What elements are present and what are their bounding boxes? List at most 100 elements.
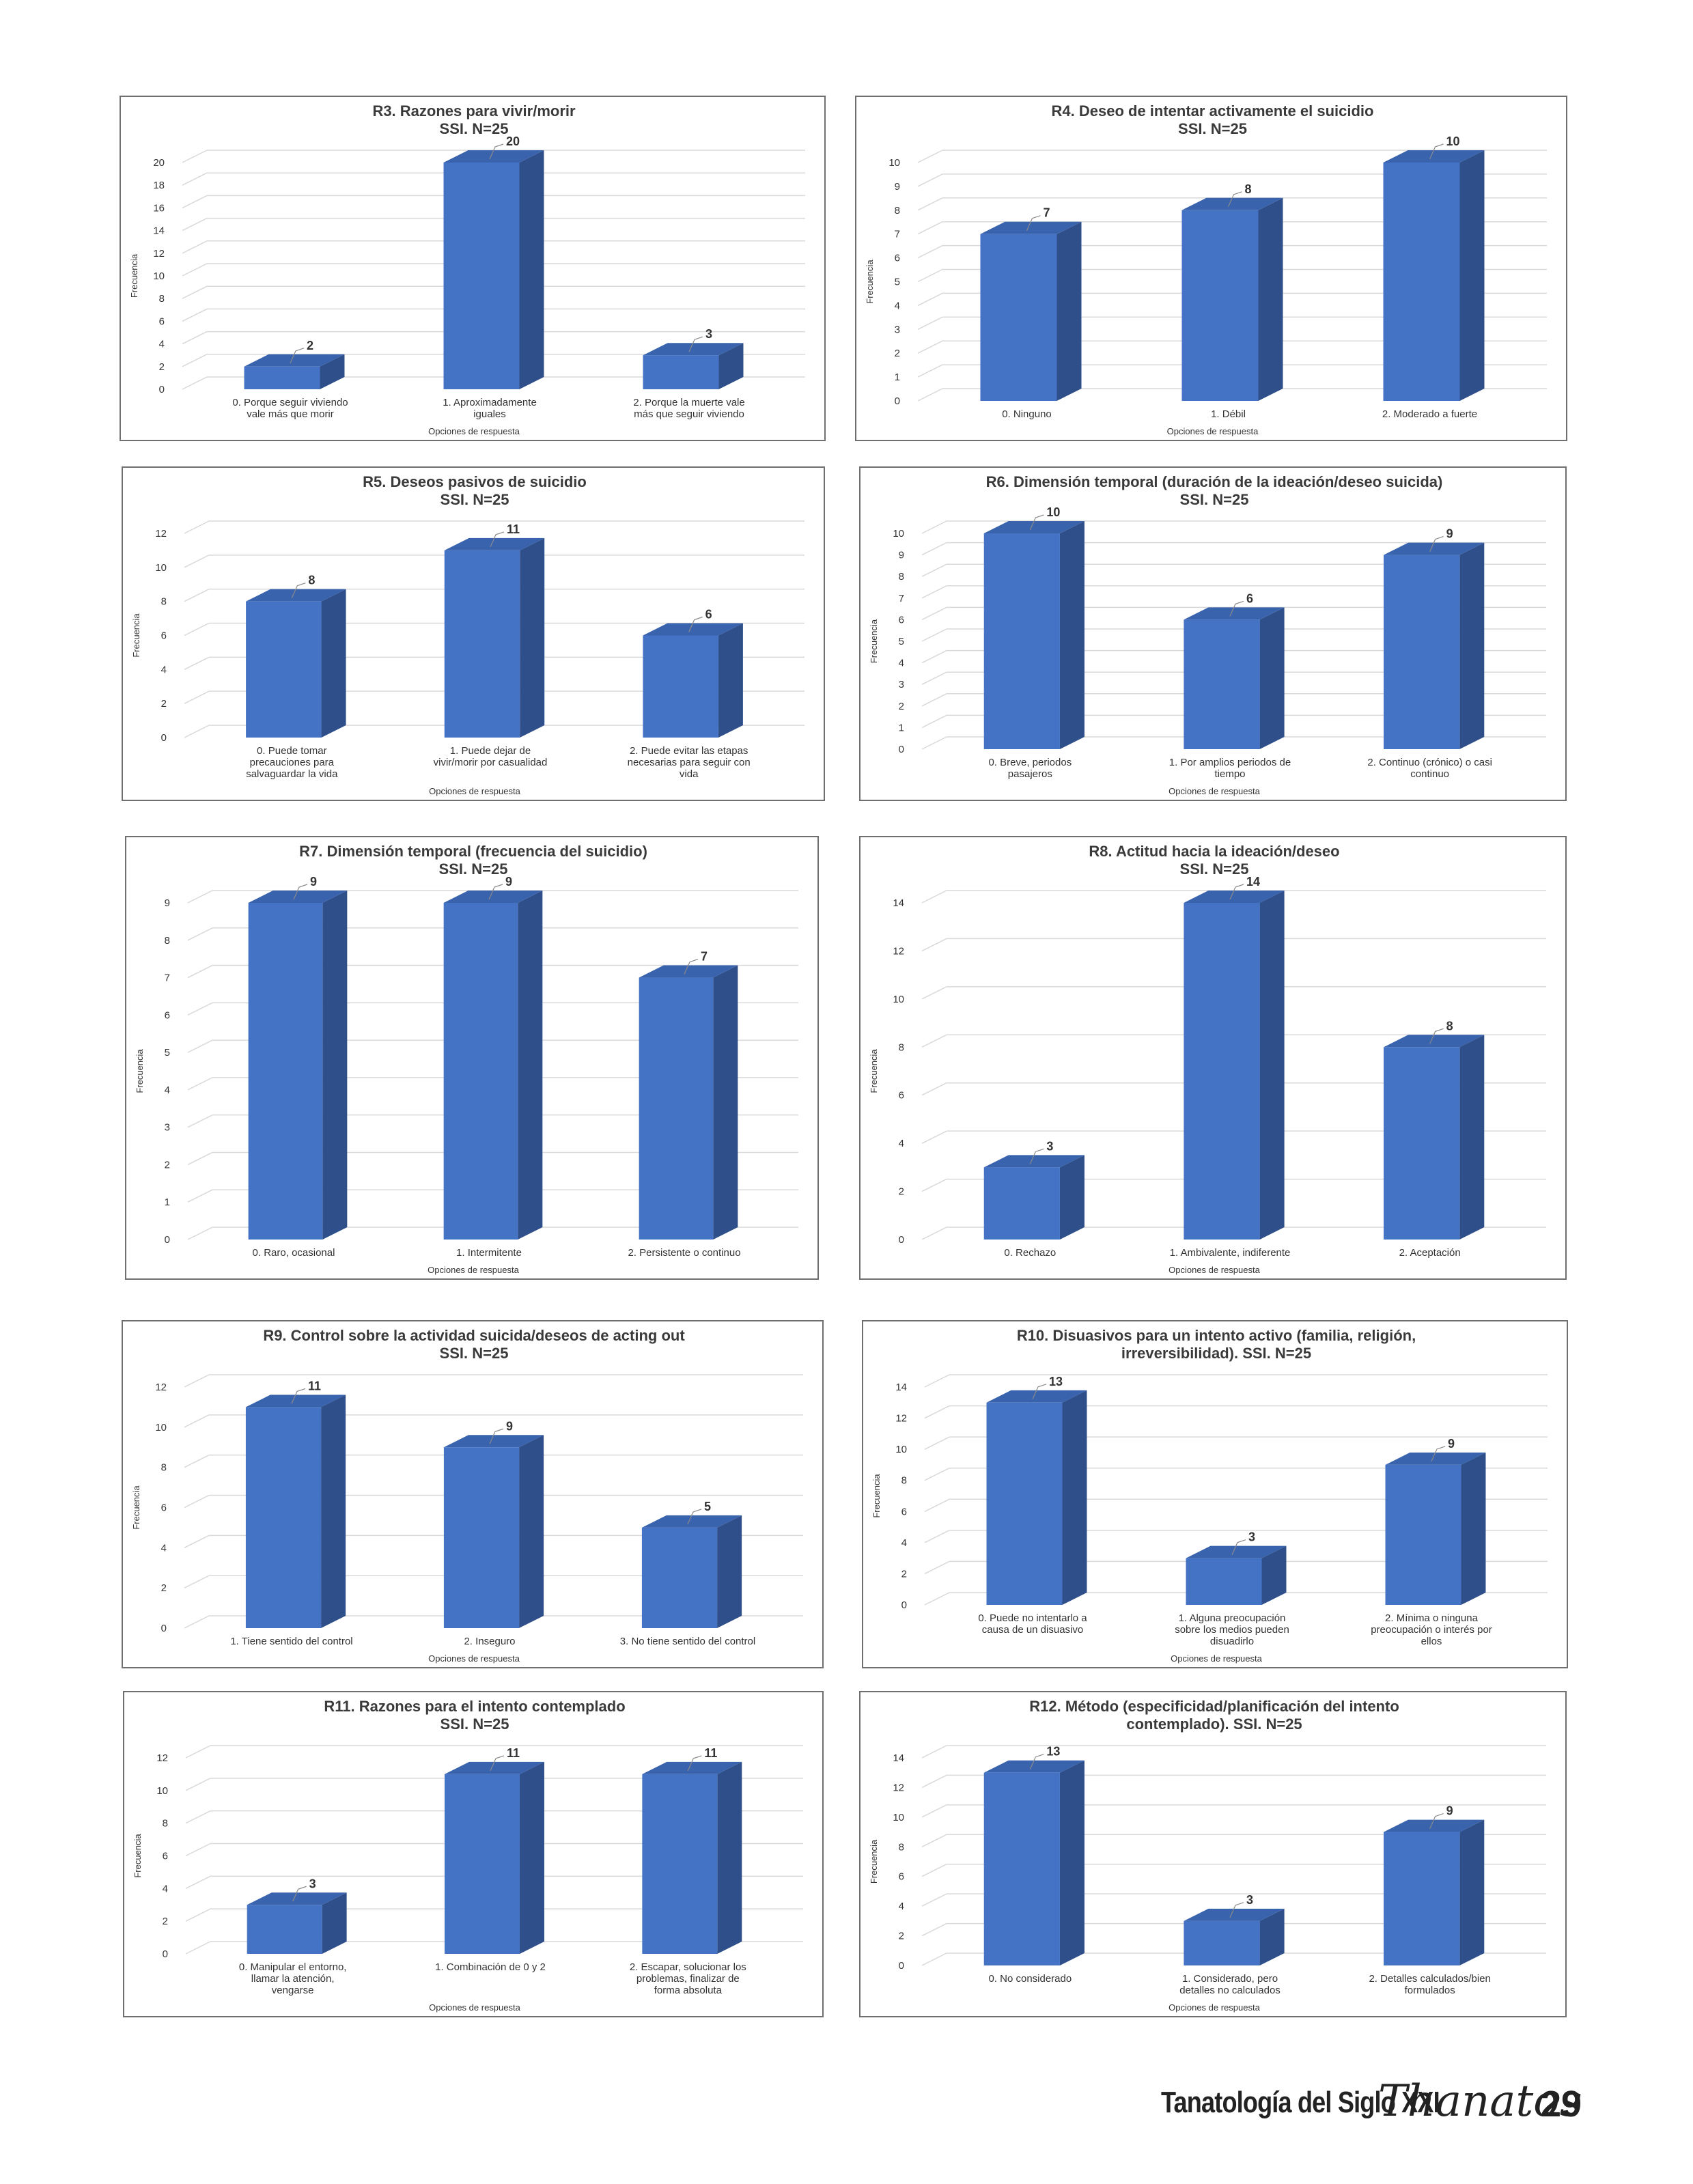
data-label: 9	[505, 875, 512, 888]
data-label-leader	[293, 884, 308, 900]
gridline-depth	[921, 693, 947, 707]
y-tick-label: 4	[163, 1883, 168, 1894]
x-tick-label: vale más que morir	[247, 408, 334, 420]
bar	[1384, 555, 1460, 749]
bar-group: 6	[643, 608, 743, 738]
x-axis-title: Opciones de respuesta	[1171, 1653, 1262, 1664]
gridline-depth	[921, 520, 947, 534]
bar-top	[1184, 891, 1285, 903]
y-tick-label: 9	[165, 897, 170, 909]
data-label: 9	[506, 1419, 513, 1433]
data-label-leader	[687, 1755, 702, 1772]
gridline-depth	[182, 195, 208, 209]
y-tick-label: 10	[893, 994, 904, 1005]
gridline-depth	[921, 585, 947, 599]
bar	[643, 355, 719, 389]
data-label-leader	[1429, 1028, 1444, 1044]
x-tick-label: vida	[680, 768, 699, 780]
data-label: 13	[1046, 1745, 1060, 1759]
data-label-leader	[291, 583, 306, 598]
y-tick-label: 6	[165, 1009, 170, 1021]
gridline-depth	[182, 376, 208, 390]
gridline-depth	[187, 1039, 213, 1053]
data-label-leader	[490, 531, 505, 548]
chart-title: R8. Actitud hacia la ideación/deseo	[1089, 843, 1339, 860]
chart-title: R6. Dimensión temporal (duración de la i…	[986, 473, 1443, 490]
chart-title: R11. Razones para el intento contemplado	[324, 1698, 625, 1715]
bar-top	[1184, 607, 1285, 620]
gridline-depth	[921, 1893, 947, 1907]
data-label-leader	[687, 1509, 702, 1525]
bar-top	[1181, 197, 1283, 210]
y-tick-label: 6	[161, 630, 167, 642]
chart-title: R5. Deseos pasivos de suicidio	[363, 473, 587, 490]
x-tick-label: 0. Breve, periodos	[988, 757, 1072, 768]
data-label: 9	[1448, 1437, 1455, 1451]
bar-top	[643, 343, 744, 356]
chart-panel: R12. Método (especificidad/planificación…	[859, 1691, 1567, 2017]
data-label-leader	[1032, 1384, 1047, 1400]
x-tick-label: disuadirlo	[1210, 1636, 1254, 1647]
y-tick-label: 14	[893, 897, 904, 909]
bar-top	[643, 623, 743, 636]
chart-subtitle: SSI. N=25	[1178, 120, 1247, 137]
data-label: 6	[705, 608, 712, 621]
gridline-depth	[917, 221, 943, 235]
y-tick-label: 4	[161, 1542, 167, 1554]
y-tick-label: 2	[895, 348, 900, 359]
thanatos-logo: Thanatos	[1378, 2076, 1582, 2127]
y-tick-label: 14	[153, 225, 165, 237]
y-tick-label: 5	[895, 277, 900, 288]
data-label: 8	[1245, 182, 1252, 196]
gridline-depth	[921, 1834, 947, 1847]
y-tick-label: 10	[889, 157, 900, 169]
bar-group: 2	[244, 339, 345, 389]
y-tick-label: 12	[156, 1752, 168, 1764]
data-label: 8	[1446, 1019, 1453, 1033]
bar	[1184, 903, 1260, 1240]
y-axis-title: Frecuencia	[132, 1834, 143, 1878]
x-tick-label: 0. Raro, ocasional	[253, 1247, 335, 1259]
x-tick-label: 1. Por amplios periodos de	[1169, 757, 1291, 768]
bar	[246, 601, 322, 738]
x-tick-label: ellos	[1421, 1636, 1442, 1647]
chart-panel: R8. Actitud hacia la ideación/deseo SSI. …	[859, 836, 1567, 1280]
y-tick-label: 8	[159, 293, 165, 305]
data-label: 3	[1248, 1530, 1255, 1544]
gridline-depth	[184, 1454, 210, 1468]
bar	[1186, 1558, 1262, 1605]
y-tick-label: 8	[161, 596, 167, 608]
y-tick-label: 2	[161, 1582, 167, 1594]
y-tick-label: 4	[899, 658, 904, 669]
x-tick-label: vivir/morir por casualidad	[434, 757, 548, 768]
y-axis-title: Frecuencia	[871, 1474, 882, 1518]
gridline-depth	[921, 1952, 947, 1966]
y-tick-label: 0	[165, 1234, 170, 1246]
gridline-depth	[921, 1804, 947, 1818]
bar-top	[443, 150, 544, 163]
y-tick-label: 5	[899, 636, 904, 647]
gridline-depth	[184, 1414, 210, 1428]
x-tick-label: tiempo	[1214, 768, 1245, 780]
bar-side	[718, 343, 744, 389]
data-label: 10	[1446, 135, 1460, 148]
bar-group: 13	[986, 1375, 1087, 1605]
chart-title: R4. Deseo de intentar activamente el sui…	[1052, 102, 1374, 120]
bar	[986, 1402, 1063, 1605]
y-tick-label: 18	[153, 180, 165, 191]
bar-top	[245, 1395, 346, 1408]
bar-top	[1385, 1452, 1486, 1465]
x-tick-label: 2. Moderado a fuerte	[1382, 408, 1477, 420]
bar-top	[1384, 542, 1485, 555]
bar-group: 11	[642, 1746, 742, 1954]
data-label: 13	[1049, 1375, 1063, 1388]
y-tick-label: 8	[165, 935, 170, 947]
gridline-depth	[185, 1843, 211, 1857]
data-label: 11	[704, 1746, 717, 1760]
data-label: 11	[507, 522, 520, 536]
x-tick-label: 2. Mínima o ninguna	[1385, 1612, 1479, 1624]
chart-subtitle: SSI. N=25	[1180, 491, 1249, 508]
bar-chart: R7. Dimensión temporal (frecuencia del s…	[135, 843, 798, 1275]
bar-chart: R4. Deseo de intentar activamente el sui…	[865, 102, 1547, 436]
